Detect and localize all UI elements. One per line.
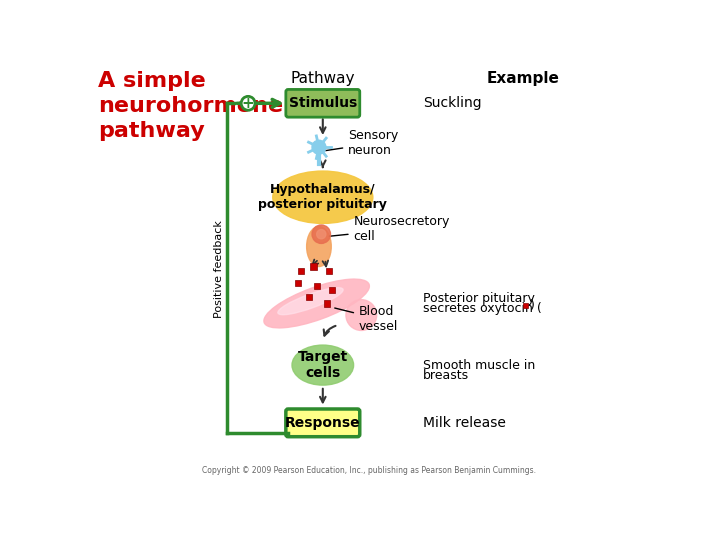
Text: Suckling: Suckling [423,96,482,110]
Text: Blood
vessel: Blood vessel [335,305,398,333]
FancyBboxPatch shape [295,280,301,286]
Text: breasts: breasts [423,369,469,382]
Ellipse shape [278,288,343,315]
Text: Posterior pituitary: Posterior pituitary [423,292,535,305]
FancyBboxPatch shape [323,300,330,307]
Circle shape [241,96,255,110]
Text: secretes oxytocin (: secretes oxytocin ( [423,302,541,315]
Text: Smooth muscle in: Smooth muscle in [423,359,535,372]
Text: ): ) [530,299,535,312]
FancyBboxPatch shape [286,409,360,437]
Text: Target
cells: Target cells [297,350,348,380]
Text: Milk release: Milk release [423,416,505,430]
FancyBboxPatch shape [310,264,317,269]
Text: Stimulus: Stimulus [289,96,357,110]
Ellipse shape [264,279,369,328]
FancyBboxPatch shape [286,90,360,117]
Text: Copyright © 2009 Pearson Education, Inc., publishing as Pearson Benjamin Cumming: Copyright © 2009 Pearson Education, Inc.… [202,466,536,475]
Circle shape [346,300,377,330]
Text: Neurosecretory
cell: Neurosecretory cell [330,215,450,243]
Text: Pathway: Pathway [291,71,355,86]
FancyBboxPatch shape [326,268,332,274]
Circle shape [317,230,326,239]
Text: Example: Example [487,71,559,86]
Text: Response: Response [285,416,361,430]
FancyBboxPatch shape [306,294,312,300]
FancyBboxPatch shape [329,287,335,293]
Text: Hypothalamus/
posterior pituitary: Hypothalamus/ posterior pituitary [258,183,387,211]
Text: +: + [242,96,254,111]
Circle shape [312,225,330,244]
Ellipse shape [307,226,331,267]
Text: Positive feedback: Positive feedback [214,220,224,318]
FancyBboxPatch shape [314,283,320,289]
FancyBboxPatch shape [523,303,528,308]
Ellipse shape [273,171,373,224]
Circle shape [312,140,326,154]
Text: Sensory
neuron: Sensory neuron [325,130,398,157]
Text: A simple
neurohormone
pathway: A simple neurohormone pathway [98,71,283,140]
Ellipse shape [292,345,354,385]
FancyBboxPatch shape [298,268,305,274]
